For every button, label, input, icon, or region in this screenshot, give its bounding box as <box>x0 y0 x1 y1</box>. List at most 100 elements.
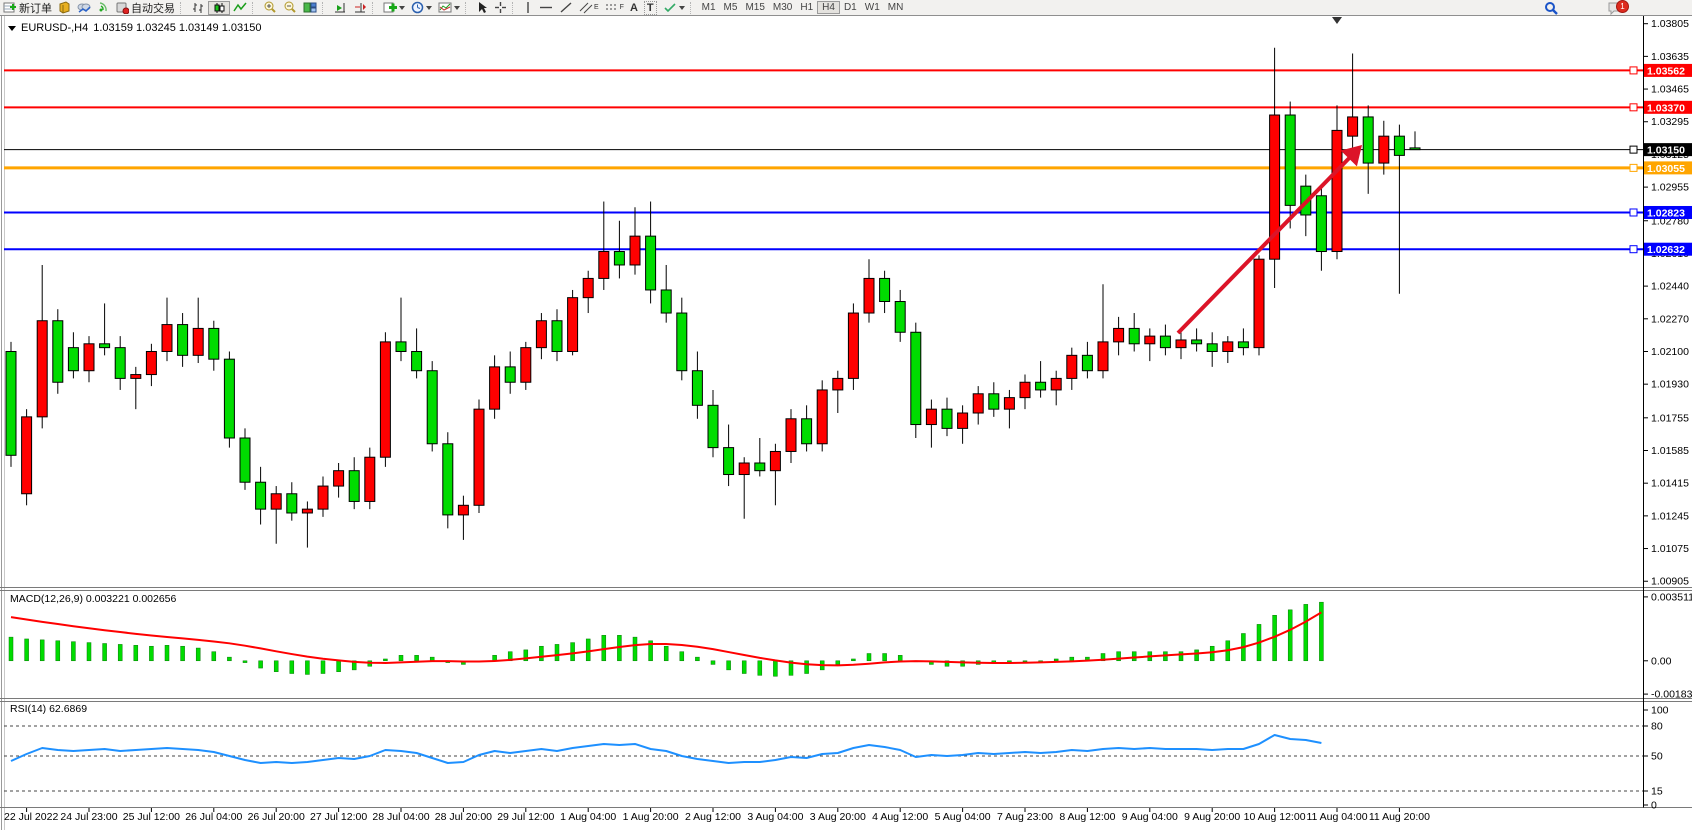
macd-histogram-bar <box>398 655 404 662</box>
line-chart-button[interactable] <box>230 1 250 15</box>
line-handle[interactable] <box>1629 103 1638 112</box>
time-tick-label: 5 Aug 04:00 <box>935 811 991 823</box>
zoom-out-button[interactable] <box>280 1 300 15</box>
timeframe-button-m5[interactable]: M5 <box>723 2 738 13</box>
label-tool[interactable]: T <box>641 0 660 15</box>
timeframe-button-d1[interactable]: D1 <box>843 2 857 13</box>
line-handle[interactable] <box>1629 163 1638 172</box>
periods-button[interactable] <box>408 1 435 15</box>
arrows-tool[interactable] <box>660 1 688 15</box>
trendline-tool[interactable] <box>556 1 576 15</box>
zoom-in-button[interactable] <box>260 1 280 15</box>
macd-histogram-bar <box>242 660 248 663</box>
candle-body-down <box>879 277 891 302</box>
macd-histogram-bar <box>1209 645 1215 662</box>
macd-histogram-bar <box>414 655 419 662</box>
candle-body-down <box>208 327 220 360</box>
macd-signal-line <box>10 611 1322 667</box>
timeframe-button-h1[interactable]: H1 <box>800 2 814 13</box>
dropdown-caret-icon[interactable] <box>454 5 460 10</box>
notifications-button[interactable]: 1 <box>1604 0 1629 15</box>
macd-histogram-bar <box>180 645 185 662</box>
time-tick-label: 28 Jul 04:00 <box>372 811 429 823</box>
candle-body-up <box>769 450 781 472</box>
timeframe-button-m1[interactable]: M1 <box>701 2 716 13</box>
line-handle[interactable] <box>1629 245 1638 254</box>
line-handle[interactable] <box>1629 208 1638 217</box>
history-center-button[interactable] <box>55 1 74 15</box>
candle-body-up <box>816 389 828 445</box>
rsi-tick-label: 100 <box>1651 705 1669 717</box>
timeframe-button-mn[interactable]: MN <box>887 2 904 13</box>
candle-body-up <box>145 350 157 376</box>
fibonacci-tool[interactable]: F <box>602 1 627 15</box>
horizontal-line-tool[interactable] <box>536 1 556 15</box>
crosshair-button[interactable] <box>491 1 510 15</box>
market-watch-button[interactable] <box>74 1 94 15</box>
macd-histogram-bar <box>835 660 841 665</box>
trend-arrow-head[interactable] <box>1340 145 1362 167</box>
label-tool-icon: T <box>643 0 657 15</box>
price-tick-label: 1.03635 <box>1651 51 1689 63</box>
cursor-group <box>473 0 510 15</box>
candle-body-up <box>1347 116 1359 137</box>
autotrading-button[interactable]: 自动交易 <box>113 1 178 15</box>
candle-body-down <box>723 447 735 476</box>
indicators-button[interactable] <box>380 1 408 15</box>
line-handle[interactable] <box>1629 145 1638 154</box>
candlestick-chart-button[interactable] <box>208 0 230 15</box>
price-tick-label: 1.01415 <box>1651 478 1689 490</box>
toolbar-separator <box>689 1 696 14</box>
timeframe-button-m15[interactable]: M15 <box>745 2 765 13</box>
new-order-button[interactable]: 新订单 <box>0 1 55 15</box>
candle-body-up <box>333 470 345 487</box>
line-handle[interactable] <box>1629 66 1638 75</box>
auto-scroll-button[interactable] <box>330 1 350 15</box>
price-label-box <box>1644 161 1692 175</box>
timeframe-button-h4[interactable]: H4 <box>817 1 840 14</box>
bar-chart-button[interactable] <box>188 1 208 15</box>
macd-histogram-bar <box>570 642 575 662</box>
candle-body-up <box>567 297 579 352</box>
candle-body-down <box>1191 339 1203 345</box>
vertical-line-tool[interactable] <box>520 1 536 15</box>
time-tick-label: 11 Aug 20:00 <box>1369 811 1430 823</box>
trend-arrow-line[interactable] <box>1176 150 1357 335</box>
candle-body-up <box>301 508 313 514</box>
candle-body-down <box>255 481 267 510</box>
macd-histogram-bar <box>1194 649 1199 662</box>
candle-body-down <box>177 324 189 356</box>
price-label-box <box>1644 143 1692 157</box>
candle-body-down <box>894 301 906 333</box>
macd-histogram-bar <box>39 639 45 662</box>
horizontal-lines-group <box>4 69 1643 251</box>
templates-button[interactable] <box>435 1 463 15</box>
dropdown-caret-icon[interactable] <box>678 5 685 10</box>
macd-histogram-bar <box>164 645 170 662</box>
macd-histogram-bar <box>960 660 965 667</box>
time-axis[interactable]: 22 Jul 2022 24 Jul 23:00 25 Jul 12:00 26 Ju… <box>4 808 1430 823</box>
signals-button[interactable] <box>94 1 113 15</box>
one-click-panel-arrow-icon[interactable] <box>8 25 16 31</box>
search-button[interactable] <box>1541 1 1562 15</box>
text-tool[interactable]: A <box>627 1 641 15</box>
price-tick-label: 1.03805 <box>1651 18 1689 30</box>
dropdown-caret-icon[interactable] <box>426 5 432 10</box>
candle-body-up <box>738 462 750 476</box>
time-tick-label: 27 Jul 12:00 <box>310 811 367 823</box>
dropdown-caret-icon[interactable] <box>399 5 405 10</box>
cursor-button[interactable] <box>473 1 491 15</box>
chart-shift-marker[interactable] <box>1332 17 1342 24</box>
tile-windows-button[interactable] <box>300 1 320 15</box>
main-toolbar: 新订单 自动交易 <box>0 0 1692 16</box>
candle-body-down <box>1159 335 1171 349</box>
timeframe-button-w1[interactable]: W1 <box>864 2 880 13</box>
price-label-1.02632: 1.02632 <box>1647 244 1685 256</box>
equidistant-channel-tool[interactable]: E <box>576 1 602 15</box>
timeframe-button-m30[interactable]: M30 <box>772 2 793 13</box>
candle-body-up <box>1378 135 1390 164</box>
macd-histogram-bar <box>1069 656 1075 662</box>
chart-shift-button[interactable] <box>350 1 370 15</box>
price-tick-label: 1.01075 <box>1651 543 1689 555</box>
